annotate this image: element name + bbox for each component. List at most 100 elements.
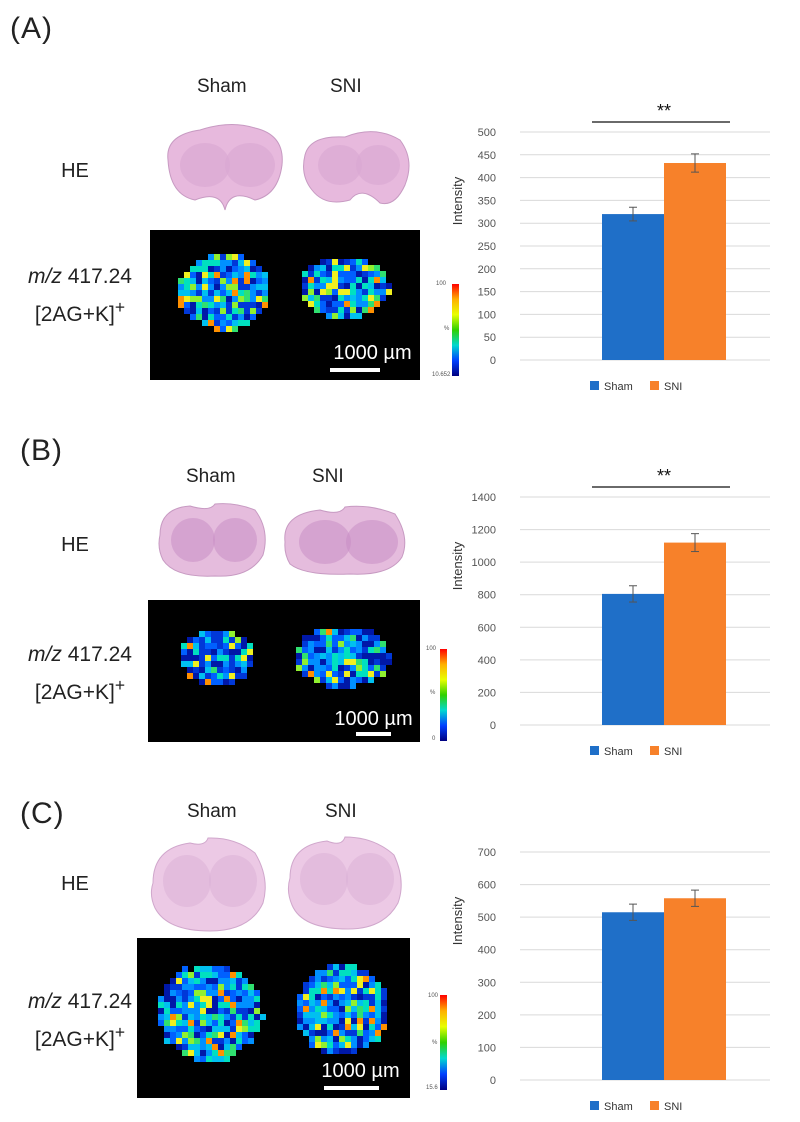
row-label-he: HE	[61, 534, 89, 556]
legend-label: Sham	[604, 746, 633, 755]
significance-label: **	[657, 466, 671, 486]
ion-superscript: +	[114, 1022, 126, 1042]
colorbar-min: 10.652	[432, 372, 451, 378]
scale-bar	[324, 1086, 379, 1090]
he-stain-sni	[284, 505, 406, 575]
column-label-sni: SNI	[312, 466, 344, 487]
y-tick-label: 500	[478, 127, 496, 139]
panel-label: (C)	[20, 797, 65, 830]
y-tick-label: 100	[478, 309, 496, 321]
legend-swatch	[590, 381, 599, 390]
ion-label: [2AG+K]	[34, 1028, 115, 1051]
y-tick-label: 500	[478, 912, 496, 924]
legend-swatch	[650, 1101, 659, 1110]
scale-bar-label: 1000 µm	[333, 342, 412, 364]
y-tick-label: 1000	[472, 557, 496, 569]
bar-sni	[664, 163, 726, 360]
ion-superscript: +	[114, 297, 126, 317]
panel-c: (C) Sham SNI HE m/z 417.24 [2AG+K]+ 100 0…	[0, 755, 800, 1122]
colorbar-min: 15.6	[426, 1085, 438, 1091]
ion-label: [2AG+K]	[34, 681, 115, 704]
y-tick-label: 1400	[472, 492, 496, 504]
legend-swatch	[590, 1101, 599, 1110]
y-tick-label: 600	[478, 880, 496, 892]
y-tick-label: 400	[478, 173, 496, 185]
he-stain-sham	[167, 124, 283, 211]
y-tick-label: 700	[478, 847, 496, 859]
he-stain-sni	[303, 131, 410, 205]
colorbar-unit: %	[432, 1040, 438, 1046]
y-tick-label: 0	[490, 355, 496, 367]
panel-label: (B)	[20, 434, 63, 467]
colorbar-max: 100	[426, 646, 437, 652]
colorbar	[440, 649, 447, 741]
ion-label: [2AG+K]	[34, 303, 115, 326]
significance-label: **	[657, 101, 671, 121]
bar-chart-c: 0100200300400500600700IntensityShamn=3SN…	[450, 847, 770, 1113]
mz-prefix: m/z	[28, 265, 62, 288]
legend-swatch	[590, 746, 599, 755]
he-stain-sham	[150, 837, 266, 932]
legend-swatch	[650, 381, 659, 390]
row-label-he: HE	[61, 160, 89, 182]
y-tick-label: 350	[478, 195, 496, 207]
mz-value: 417.24	[67, 265, 132, 288]
column-label-sham: Sham	[186, 466, 236, 487]
ion-superscript: +	[114, 675, 126, 695]
msi-image: 1000 µm	[148, 600, 420, 742]
scale-bar	[356, 732, 391, 736]
colorbar-max: 100	[436, 281, 447, 287]
column-label-sni: SNI	[325, 801, 357, 822]
y-tick-label: 1200	[472, 525, 496, 537]
row-label-he: HE	[61, 873, 89, 895]
y-tick-label: 200	[478, 687, 496, 699]
y-tick-label: 0	[490, 1075, 496, 1087]
mz-label: m/z 417.24 [2AG+K]+	[0, 987, 160, 1055]
mz-label: m/z 417.24 [2AG+K]+	[0, 640, 160, 708]
bar-sni	[664, 542, 726, 725]
legend-label: Sham	[604, 381, 633, 390]
legend-label: SNI	[664, 381, 682, 390]
bar-sni	[664, 898, 726, 1080]
colorbar-min: 0	[432, 736, 436, 742]
bar-sham	[602, 593, 664, 725]
colorbar	[440, 995, 447, 1090]
y-tick-label: 200	[478, 264, 496, 276]
y-axis-label: Intensity	[450, 541, 465, 590]
mz-label: m/z 417.24 [2AG+K]+	[0, 262, 160, 330]
y-axis-label: Intensity	[450, 896, 465, 945]
y-tick-label: 400	[478, 655, 496, 667]
y-tick-label: 250	[478, 241, 496, 253]
colorbar-unit: %	[430, 690, 436, 696]
he-stain-sni	[287, 836, 402, 930]
y-tick-label: 0	[490, 720, 496, 732]
y-axis-label: Intensity	[450, 176, 465, 225]
panel-a: (A) Sham SNI HE m/z 417.24 [2AG+K]+ 1000…	[0, 0, 800, 400]
y-tick-label: 300	[478, 218, 496, 230]
bar-chart-a: 0 50 100 150 200 250 300 350 400 450 500 Intensity *…	[450, 101, 770, 390]
panel-b: (B) Sham SNI HE m/z 417.24 [2AG+K]+ 1000…	[0, 400, 800, 755]
column-label-sni: SNI	[330, 76, 362, 97]
bar-sham	[602, 214, 664, 360]
mz-prefix: m/z	[28, 643, 62, 666]
column-label-sham: Sham	[197, 76, 247, 97]
panel-label: (A)	[10, 12, 53, 45]
colorbar-unit: %	[444, 326, 450, 332]
msi-image: 1000 µm	[150, 230, 420, 380]
legend-label: SNI	[664, 746, 682, 755]
legend-label: Sham	[604, 1101, 633, 1113]
bar-sham	[602, 912, 664, 1080]
he-stain-sham	[158, 503, 266, 577]
y-tick-label: 50	[484, 332, 496, 344]
scale-bar-label: 1000 µm	[334, 708, 413, 730]
y-tick-label: 100	[478, 1042, 496, 1054]
mz-value: 417.24	[67, 643, 132, 666]
column-label-sham: Sham	[187, 801, 237, 822]
y-tick-label: 800	[478, 590, 496, 602]
y-tick-label: 450	[478, 150, 496, 162]
y-tick-label: 150	[478, 287, 496, 299]
bar-chart-b: 0 200 400 600 800 1000 1200 1400 Intensity ** Sham…	[450, 466, 770, 755]
colorbar	[452, 284, 459, 376]
y-tick-label: 200	[478, 1010, 496, 1022]
colorbar-max: 100	[428, 993, 439, 999]
